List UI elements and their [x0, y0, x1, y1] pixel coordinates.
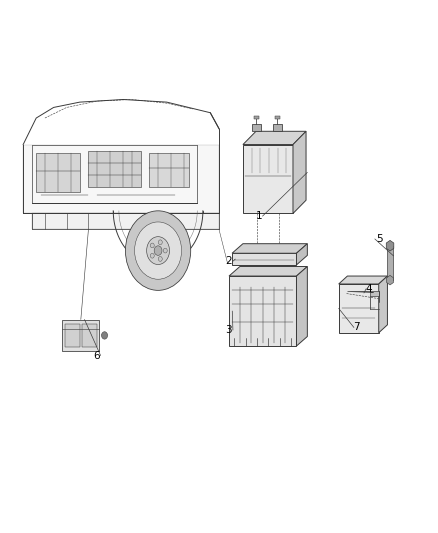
- Text: 1: 1: [256, 211, 262, 221]
- Bar: [65, 324, 80, 347]
- Polygon shape: [243, 131, 306, 144]
- Polygon shape: [232, 253, 297, 265]
- Circle shape: [102, 332, 108, 339]
- Polygon shape: [297, 266, 307, 346]
- Text: 7: 7: [353, 322, 360, 333]
- Polygon shape: [23, 144, 219, 214]
- Polygon shape: [229, 266, 307, 276]
- Polygon shape: [88, 151, 141, 187]
- Circle shape: [147, 237, 170, 264]
- Polygon shape: [386, 240, 394, 251]
- Polygon shape: [379, 276, 388, 333]
- Polygon shape: [293, 131, 306, 214]
- Circle shape: [150, 243, 154, 248]
- Text: 3: 3: [225, 325, 232, 335]
- Polygon shape: [232, 244, 307, 253]
- Circle shape: [134, 222, 182, 279]
- Text: 5: 5: [376, 234, 382, 244]
- Polygon shape: [387, 276, 393, 285]
- Polygon shape: [297, 244, 307, 265]
- Polygon shape: [149, 152, 188, 187]
- Bar: [82, 324, 97, 347]
- Polygon shape: [252, 124, 261, 131]
- Bar: [275, 116, 280, 119]
- Polygon shape: [243, 144, 293, 214]
- Text: 4: 4: [365, 284, 371, 294]
- Circle shape: [158, 256, 162, 261]
- Polygon shape: [32, 214, 219, 229]
- Polygon shape: [229, 276, 297, 346]
- Polygon shape: [339, 284, 379, 333]
- Polygon shape: [388, 246, 392, 280]
- Polygon shape: [62, 319, 99, 351]
- Circle shape: [154, 246, 162, 255]
- Circle shape: [158, 240, 162, 245]
- Circle shape: [125, 211, 191, 290]
- Circle shape: [163, 248, 167, 253]
- Polygon shape: [346, 292, 379, 296]
- Polygon shape: [339, 276, 388, 284]
- Text: 2: 2: [225, 256, 232, 266]
- Polygon shape: [272, 124, 282, 131]
- Polygon shape: [36, 152, 80, 192]
- Circle shape: [150, 253, 154, 258]
- Bar: [254, 116, 259, 119]
- Text: 6: 6: [93, 351, 99, 361]
